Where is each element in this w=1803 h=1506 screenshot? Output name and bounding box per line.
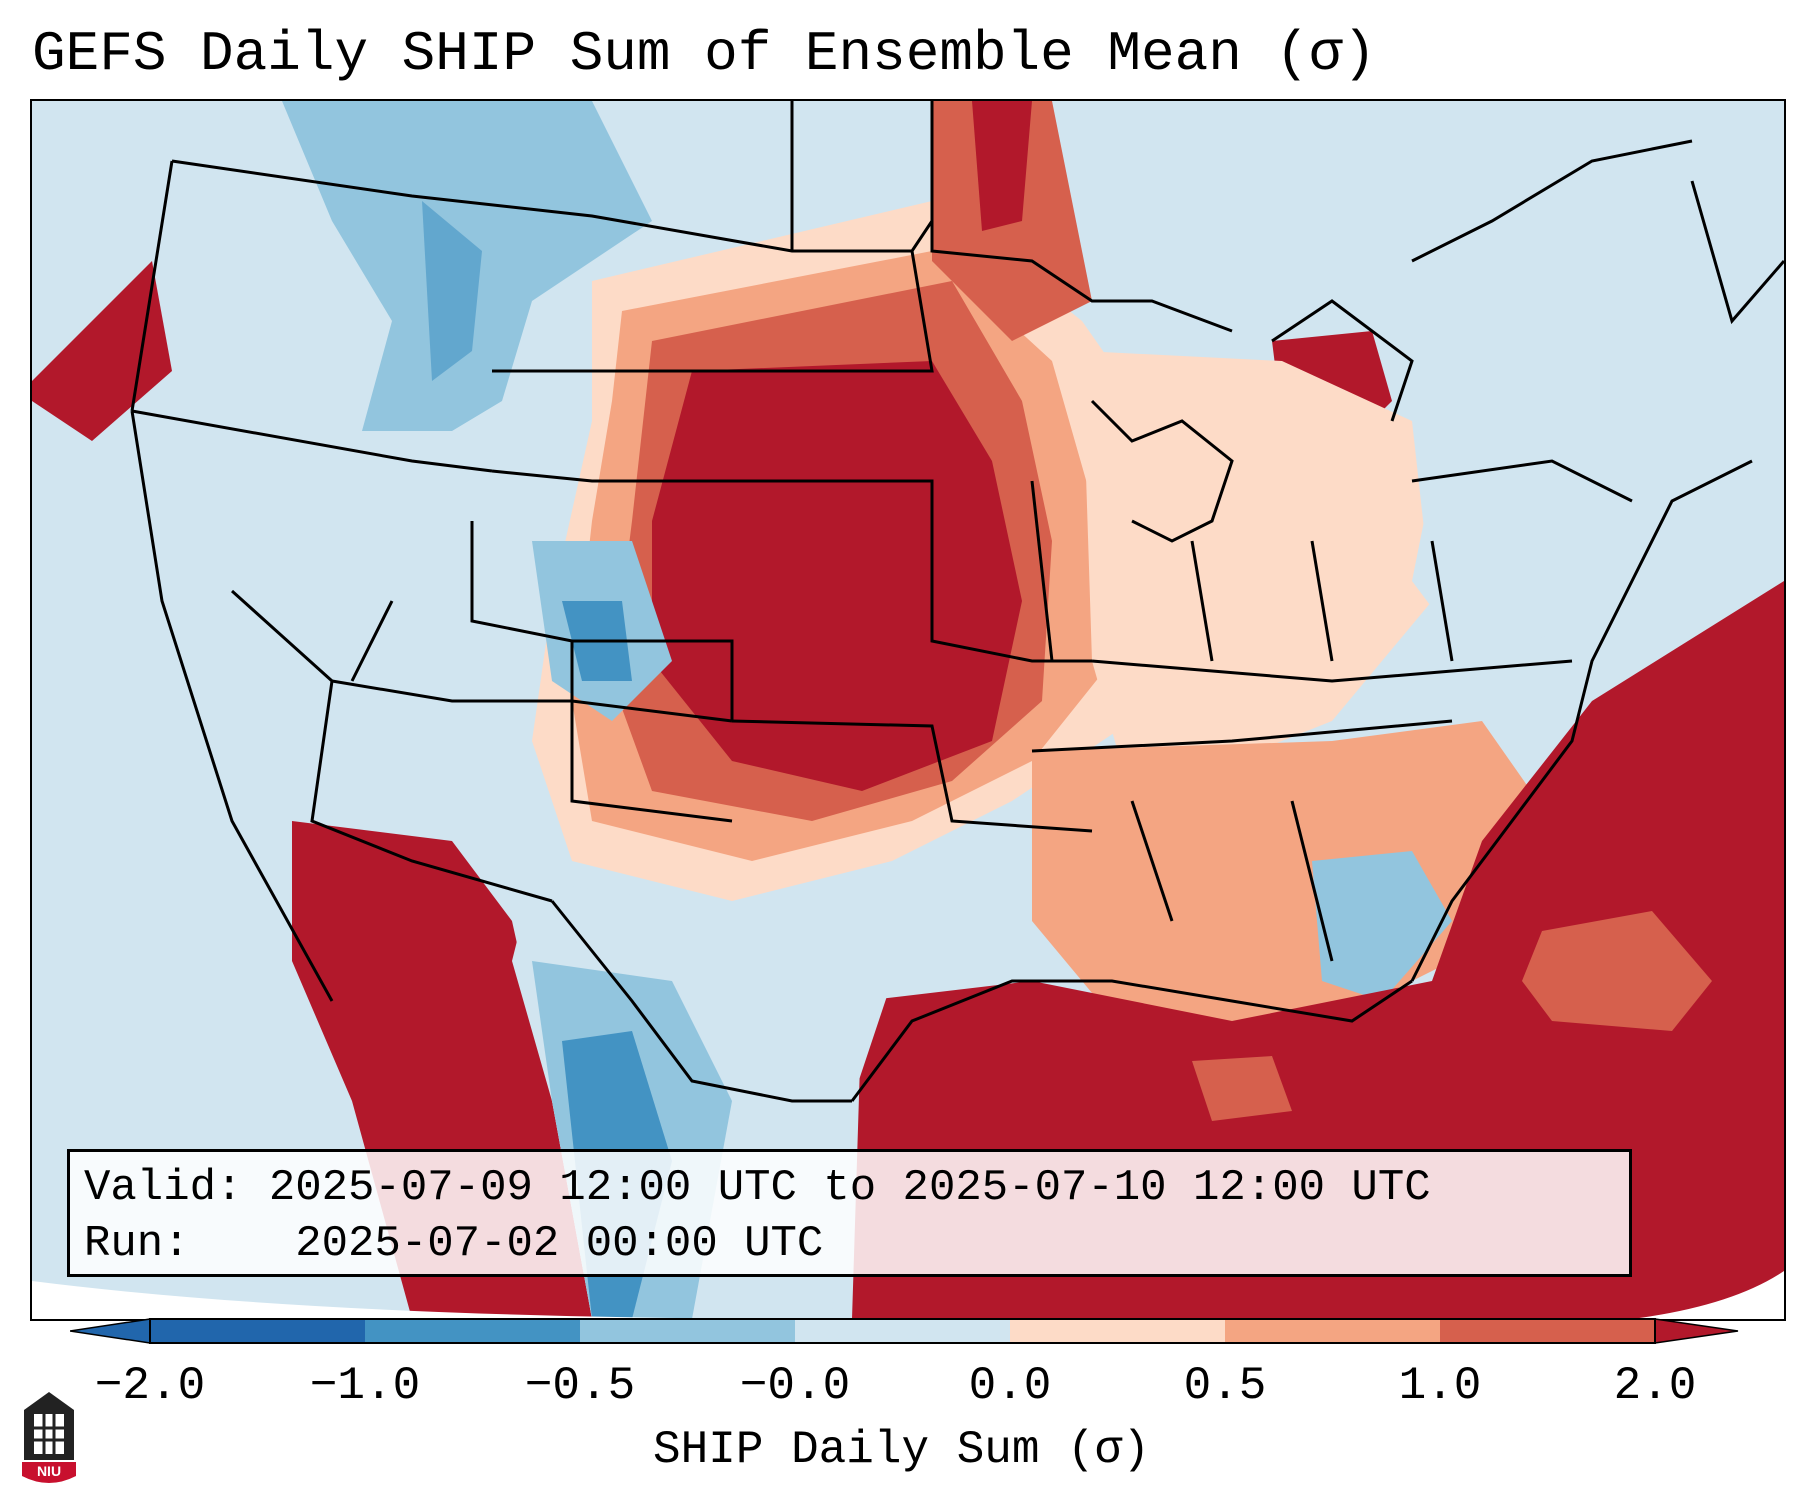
logo-text: NIU [37,1463,61,1479]
figure-title: GEFS Daily SHIP Sum of Ensemble Mean (σ) [32,22,1377,86]
field-patch [1312,851,1452,1001]
valid-run-info-box: Valid: 2025-07-09 12:00 UTC to 2025-07-1… [67,1149,1632,1277]
colorbar-tick: 1.0 [1398,1360,1482,1412]
shaded-field [32,101,1784,1319]
colorbar-segment [365,1319,580,1343]
niu-logo-icon: NIU [22,1392,76,1483]
run-value: 2025-07-02 00:00 UTC [295,1219,824,1269]
colorbar-tick: 0.5 [1183,1360,1267,1412]
colorbar-extend-high [1654,1318,1739,1344]
field-patch [852,581,1784,1319]
colorbar-segment [1225,1319,1440,1343]
colorbar-segment [1010,1319,1225,1343]
field-patch [32,261,172,441]
field-patch [422,201,482,381]
field-patch [1522,911,1712,1031]
field-patch [972,101,1032,231]
colorbar-label: SHIP Daily Sum (σ) [653,1424,1150,1476]
run-label: Run: [84,1219,190,1269]
colorbar-tick: 2.0 [1613,1360,1697,1412]
map-panel [30,99,1786,1321]
colorbar-tick: −0.5 [524,1360,636,1412]
colorbar-segment [1440,1319,1655,1343]
colorbar-tick: −0.0 [739,1360,851,1412]
field-patch [1412,461,1652,661]
colorbar [70,1318,1739,1344]
field-patch [1192,1056,1292,1121]
colorbar-segment [795,1319,1010,1343]
colorbar-tick: 0.0 [968,1360,1052,1412]
colorbar-tick: −2.0 [94,1360,206,1412]
valid-value: 2025-07-09 12:00 UTC to 2025-07-10 12:00… [268,1163,1431,1213]
colorbar-tick: −1.0 [309,1360,421,1412]
colorbar-segment [150,1319,365,1343]
field-patch [652,361,1022,791]
colorbar-extend-low [70,1318,151,1344]
field-patch [1082,351,1432,801]
political-boundaries [130,101,1784,1103]
valid-label: Valid: [84,1163,243,1213]
colorbar-segment [580,1319,795,1343]
